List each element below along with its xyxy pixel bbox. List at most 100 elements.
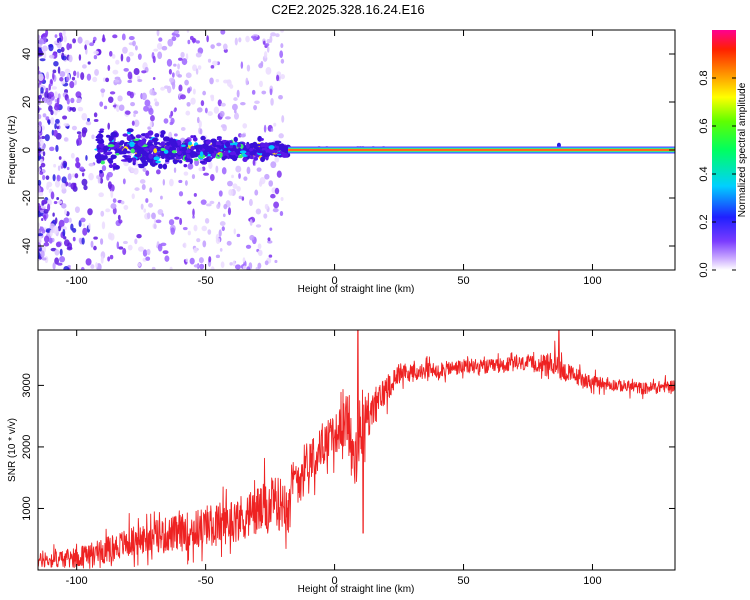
noise-blob (59, 256, 66, 263)
noise-blob (173, 167, 177, 173)
noise-blob (63, 35, 67, 43)
noise-blob (50, 109, 54, 116)
noise-blob (139, 179, 146, 184)
colorbar: 0.0 0.2 0.4 0.6 0.8 Normalized spectral ampl… (698, 30, 748, 278)
noise-blob (212, 60, 218, 66)
noise-blob (118, 246, 124, 250)
band-blob (157, 153, 162, 157)
noise-blob (131, 120, 135, 126)
noise-blob (274, 156, 280, 163)
y-tick-label: -40 (21, 238, 33, 254)
noise-blob (63, 123, 70, 127)
noise-blob (133, 110, 139, 115)
band-blob (132, 157, 137, 163)
noise-blob (63, 265, 70, 270)
noise-blob (61, 55, 67, 61)
noise-blob (200, 100, 205, 107)
noise-blob (161, 213, 164, 217)
noise-blob (187, 39, 191, 45)
y-tick-label: 40 (21, 48, 33, 60)
noise-blob (171, 72, 175, 78)
noise-blob (264, 203, 269, 210)
band-blob (181, 144, 186, 147)
noise-blob (206, 35, 209, 43)
band-blob (213, 144, 221, 148)
noise-blob (40, 159, 44, 163)
noise-blob (96, 175, 100, 180)
noise-blob (144, 99, 151, 107)
noise-blob (54, 249, 60, 256)
noise-blob (72, 38, 76, 44)
noise-blob (148, 203, 153, 208)
band-blob (283, 145, 288, 151)
noise-blob (229, 84, 234, 89)
noise-blob (58, 32, 63, 37)
noise-blob (82, 64, 87, 69)
noise-blob (84, 44, 87, 50)
noise-blob (194, 159, 200, 167)
colorbar-gradient (712, 30, 736, 270)
band-blob (134, 153, 142, 158)
noise-blob (233, 112, 239, 120)
noise-blob (278, 133, 284, 139)
noise-blob (263, 51, 268, 59)
noise-blob (184, 79, 189, 86)
noise-blob (270, 193, 276, 199)
noise-blob (70, 97, 75, 104)
noise-blob (160, 195, 163, 200)
colorbar-tick-label: 0.6 (698, 118, 710, 133)
band-blob (126, 128, 134, 133)
noise-blob (157, 51, 163, 60)
noise-blob (38, 73, 44, 82)
band-blob (96, 158, 102, 164)
noise-blob (87, 61, 91, 65)
noise-blob (59, 248, 63, 256)
band-blob (107, 144, 115, 148)
band-blob (168, 156, 175, 160)
noise-blob (59, 77, 64, 82)
noise-blob (185, 110, 191, 116)
snr-panel: -100 -50 0 50 100 1000 2000 3000 Height of stra… (7, 329, 676, 595)
noise-blob (71, 125, 78, 131)
noise-blob (216, 42, 222, 47)
noise-blob (88, 162, 94, 167)
band-blob (115, 149, 122, 154)
band-blob (259, 142, 265, 148)
noise-blob (219, 221, 226, 226)
noise-blob (40, 162, 46, 168)
band-blob (126, 135, 132, 142)
noise-blob (89, 42, 95, 47)
band-blob (186, 155, 191, 159)
noise-blob (221, 226, 225, 232)
noise-blob (90, 264, 95, 269)
noise-blob (280, 30, 284, 33)
noise-blob (92, 76, 98, 83)
figure-title: C2E2.2025.328.16.24.E16 (271, 2, 424, 17)
noise-blob (193, 224, 198, 232)
noise-blob (68, 54, 73, 63)
noise-blob (86, 73, 92, 81)
noise-blob (52, 226, 59, 234)
band-blob (274, 140, 282, 144)
noise-blob (168, 219, 175, 226)
band-blob (233, 136, 238, 142)
noise-blob (110, 203, 117, 210)
noise-blob (198, 120, 202, 128)
band-blob (263, 142, 269, 148)
band-blob (160, 153, 166, 160)
noise-blob (249, 234, 255, 241)
noise-blob (202, 240, 207, 248)
noise-blob (187, 230, 191, 236)
noise-blob (85, 120, 92, 126)
noise-blob (64, 68, 71, 74)
band-blob (156, 141, 161, 145)
noise-blob (61, 203, 67, 209)
noise-blob (215, 165, 219, 173)
noise-blob (184, 180, 188, 186)
noise-blob (55, 118, 60, 124)
noise-blob (269, 88, 273, 96)
y-tick-label: 0 (21, 147, 33, 153)
noise-blob (133, 113, 136, 118)
band-blob (103, 149, 107, 153)
